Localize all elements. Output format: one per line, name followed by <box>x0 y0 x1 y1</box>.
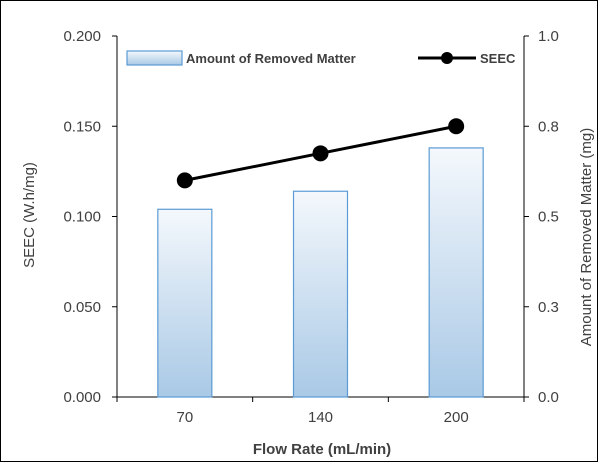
left-tick-label: 0.000 <box>63 389 101 406</box>
right-tick-label: 0.5 <box>538 209 559 226</box>
seec-point <box>176 172 193 189</box>
x-tick-label: 70 <box>176 409 193 426</box>
left-tick-label: 0.150 <box>63 118 101 135</box>
left-tick-label: 0.050 <box>63 299 101 316</box>
left-tick-label: 0.200 <box>63 28 101 45</box>
left-axis-title: SEEC (W.h/mg) <box>21 162 38 268</box>
legend-swatch-marker <box>441 52 453 64</box>
right-tick-label: 0.8 <box>538 118 559 135</box>
left-tick-label: 0.100 <box>63 209 101 226</box>
x-tick-label: 140 <box>308 409 333 426</box>
right-tick-label: 0.3 <box>538 299 559 316</box>
seec-point <box>312 145 329 162</box>
x-axis-title: Flow Rate (mL/min) <box>253 441 391 458</box>
right-tick-label: 1.0 <box>538 28 559 45</box>
x-tick-label: 200 <box>444 409 469 426</box>
bar <box>157 208 213 398</box>
bar <box>292 190 349 398</box>
legend-swatch-bar <box>126 50 183 66</box>
bar <box>428 147 484 398</box>
legend-label-bar: Amount of Removed Matter <box>186 51 356 66</box>
right-tick-label: 0.0 <box>538 389 559 406</box>
seec-point <box>448 118 465 135</box>
right-axis-title: Amount of Removed Matter (mg) <box>578 128 595 346</box>
legend-label-line: SEEC <box>480 51 516 66</box>
